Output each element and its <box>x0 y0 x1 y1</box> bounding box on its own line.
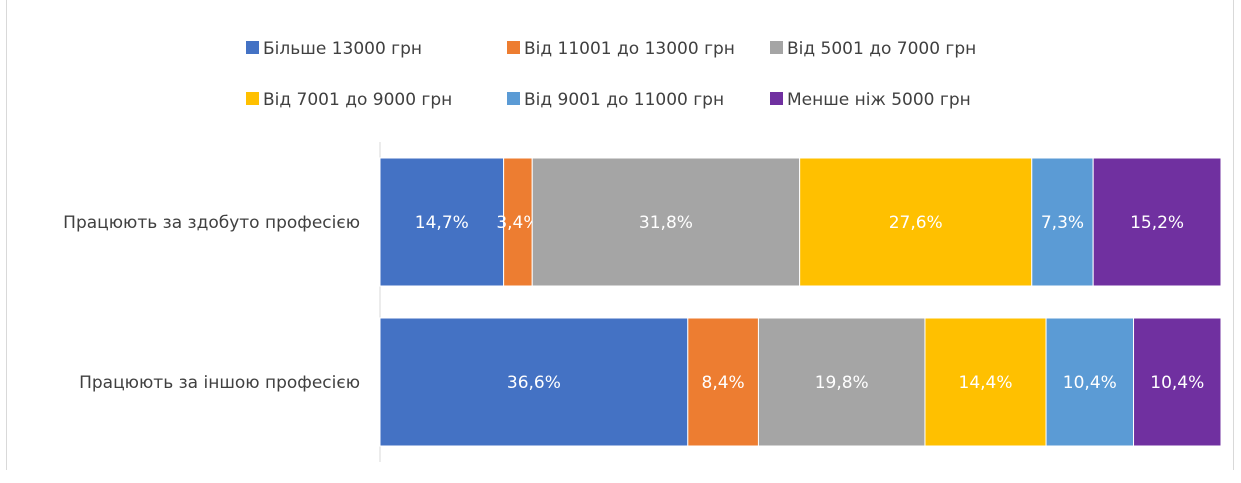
bar-segment-2-1 <box>379 317 689 447</box>
bar-segment-1-2 <box>503 157 533 287</box>
bar-segment-2-3 <box>757 317 926 447</box>
data-label-2-3: 19,8% <box>815 373 869 393</box>
data-label-1-6: 15,2% <box>1130 213 1184 233</box>
legend-swatch-1 <box>246 41 259 54</box>
data-label-2-5: 10,4% <box>1063 373 1117 393</box>
legend-label-5: Від 9001 до 11000 грн <box>524 90 724 110</box>
bar-segment-2-5 <box>1045 317 1135 447</box>
legend-label-1: Більше 13000 грн <box>263 39 422 59</box>
legend-label-4: Від 7001 до 9000 грн <box>263 90 452 110</box>
legend-swatch-3 <box>770 41 783 54</box>
chart-frame <box>6 0 1234 470</box>
legend-label-6: Менше ніж 5000 грн <box>787 90 971 110</box>
bar-segment-1-6 <box>1092 157 1222 287</box>
category-label-1: Працюють за здобуто професією <box>63 213 360 233</box>
data-label-1-2: 3,4% <box>496 213 539 233</box>
legend-swatch-4 <box>246 92 259 105</box>
bar-segment-1-4 <box>799 157 1033 287</box>
legend-swatch-6 <box>770 92 783 105</box>
data-label-2-2: 8,4% <box>702 373 745 393</box>
category-label-2: Працюють за іншою професією <box>79 373 360 393</box>
bar-segment-2-2 <box>687 317 759 447</box>
bar-segment-2-6 <box>1133 317 1222 447</box>
bar-segment-2-4 <box>924 317 1047 447</box>
bar-segment-1-5 <box>1031 157 1094 287</box>
data-label-1-5: 7,3% <box>1041 213 1084 233</box>
bar-segment-1-3 <box>531 157 801 287</box>
data-label-1-3: 31,8% <box>639 213 693 233</box>
data-label-1-4: 27,6% <box>889 213 943 233</box>
legend-swatch-2 <box>507 41 520 54</box>
data-label-2-1: 36,6% <box>507 373 561 393</box>
legend-swatch-5 <box>507 92 520 105</box>
legend-label-2: Від 11001 до 13000 грн <box>524 39 735 59</box>
data-label-2-4: 14,4% <box>959 373 1013 393</box>
legend-label-3: Від 5001 до 7000 грн <box>787 39 976 59</box>
data-label-1-1: 14,7% <box>415 213 469 233</box>
data-label-2-6: 10,4% <box>1150 373 1204 393</box>
